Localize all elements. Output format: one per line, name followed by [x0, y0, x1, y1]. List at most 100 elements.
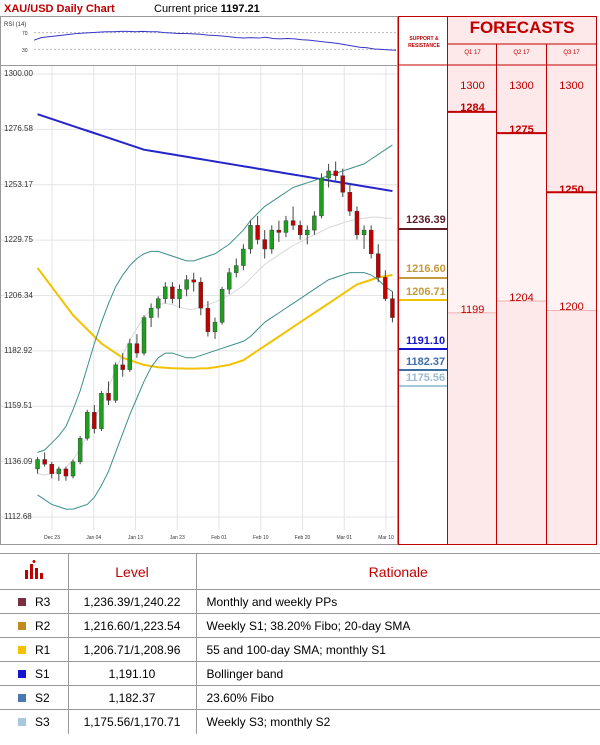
q1-high: 1284 — [460, 102, 485, 114]
level-value: 1,175.56/1,170.71 — [68, 709, 197, 734]
candle-body — [56, 468, 62, 474]
level-r3: 1236.39 — [406, 214, 446, 226]
candle-body — [234, 265, 239, 273]
candle-body — [241, 248, 246, 266]
row-name-cell: S3 — [0, 709, 69, 734]
level-swatch — [18, 621, 26, 630]
table-row: R1 1,206.71/1,208.96 55 and 100-day SMA; m… — [0, 637, 600, 662]
x-tick-label: Mar 01 — [336, 535, 353, 541]
forecast-range-2 — [498, 133, 546, 302]
x-tick-label: Jan 13 — [127, 535, 143, 541]
level-rationale: Weekly S1; 38.20% Fibo; 20-day SMA — [196, 613, 600, 638]
candle-body — [361, 229, 367, 236]
q1-top: 1300 — [460, 80, 485, 92]
grid-group — [1, 66, 397, 530]
x-tick-label: Feb 01 — [211, 535, 227, 541]
forecast-range-1 — [449, 111, 496, 313]
rsi-tick-70: 70 — [22, 31, 28, 37]
rsi-label: RSI (14) — [4, 22, 27, 28]
candle-body — [63, 468, 69, 477]
row-name-cell: R1 — [0, 637, 69, 662]
table-row: S1 1,191.10 Bollinger band — [0, 661, 600, 686]
y-tick-label: 1136.09 — [4, 456, 33, 466]
chart-title: XAU/USD Daily Chart — [4, 3, 115, 15]
candle-body — [170, 286, 175, 299]
candle-body — [42, 459, 47, 465]
sr-header-line-2: RESISTANCE — [408, 43, 440, 49]
candle-body — [297, 225, 303, 236]
level-name: R3 — [35, 594, 51, 609]
q2-low: 1204 — [509, 292, 534, 304]
candle-body — [99, 393, 104, 429]
q1-low: 1199 — [460, 304, 485, 316]
y-tick-label: 1229.75 — [4, 235, 33, 245]
candle-body — [184, 279, 189, 290]
q3-low: 1200 — [559, 301, 584, 313]
candle-body — [148, 307, 154, 318]
x-tick-label: Dec 23 — [44, 535, 60, 541]
table-header-row: Level Rationale — [0, 553, 600, 590]
candle-body — [70, 461, 76, 477]
candle-body — [141, 317, 147, 354]
y-tick-label: 1159.51 — [4, 401, 33, 411]
level-swatch — [18, 645, 26, 654]
candle-body — [156, 298, 161, 309]
table-row: S2 1,182.37 23.60% Fibo — [0, 685, 600, 710]
forecast-bars — [448, 110, 596, 314]
q2-top: 1300 — [509, 80, 534, 92]
candle-body — [77, 438, 83, 463]
level-name: S2 — [35, 690, 50, 705]
y-tick-label: 1112.68 — [4, 512, 32, 521]
current-price-label: Current price — [154, 3, 218, 15]
rsi-line — [33, 30, 397, 51]
candle-body — [163, 286, 168, 299]
candle-body — [113, 364, 118, 401]
level-rationale: Weekly S3; monthly S2 — [196, 709, 600, 734]
row-name-cell: S1 — [0, 661, 69, 686]
candle-body — [120, 364, 125, 370]
level-r1: 1206.71 — [406, 286, 446, 298]
current-price: Current price 1197.21 — [154, 3, 260, 15]
quarter-q1: Q1 17 — [464, 50, 481, 56]
sr-header-line-1: SUPPORT & — [409, 36, 439, 42]
candle-body — [49, 464, 54, 474]
q2-high: 1275 — [509, 124, 534, 136]
level-value: 1,206.71/1,208.96 — [68, 637, 197, 662]
candle-body — [255, 225, 260, 240]
candle-body — [319, 177, 324, 217]
level-name: S3 — [35, 715, 50, 730]
q3-top: 1300 — [559, 80, 584, 92]
candle-body — [326, 170, 331, 179]
indicator-lines — [36, 113, 393, 510]
forecasts-title: FORECASTS — [469, 18, 575, 37]
level-rationale: Monthly and weekly PPs — [196, 589, 600, 614]
level-value: 1,191.10 — [68, 661, 197, 686]
bar-chart-icon — [24, 560, 43, 579]
sma-slow-line — [37, 113, 393, 193]
table-row: R3 1,236.39/1,240.22 Monthly and weekly PP… — [0, 589, 600, 614]
candle-body — [269, 229, 274, 250]
row-name-cell: R3 — [0, 589, 69, 614]
candle-body — [177, 289, 182, 299]
candle-body — [347, 192, 353, 212]
y-tick-label: 1182.92 — [4, 345, 33, 355]
y-tick-label: 1253.17 — [4, 179, 33, 189]
row-name-cell: S2 — [0, 685, 69, 710]
header-level: Level — [68, 553, 197, 590]
candle-body — [248, 225, 253, 250]
bollinger-upper-line — [37, 144, 393, 453]
table-row: S3 1,175.56/1,170.71 Weekly S3; monthly S2 — [0, 709, 600, 734]
level-swatch — [18, 718, 26, 727]
candle-body — [106, 393, 111, 401]
quarter-q3: Q3 17 — [563, 50, 580, 56]
bollinger-lower-line — [37, 272, 393, 510]
chart-area — [0, 16, 597, 545]
x-tick-label: Feb 20 — [294, 535, 311, 541]
x-tick-label: Jan 04 — [86, 535, 102, 541]
candle-body — [390, 298, 395, 318]
candle-body — [191, 279, 196, 283]
current-price-value: 1197.21 — [220, 3, 260, 15]
candle-body — [219, 289, 225, 323]
candle-body — [383, 277, 388, 299]
level-swatch — [18, 597, 26, 606]
